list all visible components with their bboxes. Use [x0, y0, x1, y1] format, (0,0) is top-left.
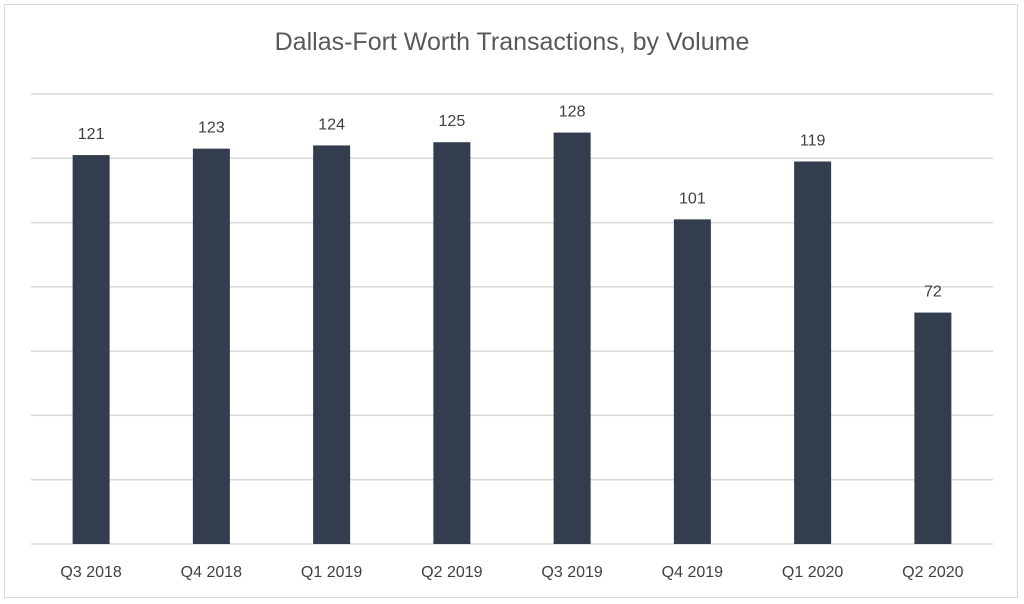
data-label: 119 — [800, 133, 826, 150]
x-tick-label: Q2 2020 — [902, 564, 963, 581]
data-labels: 121 123 124 125 128 101 119 72 — [78, 104, 942, 301]
data-label: 121 — [78, 126, 105, 143]
data-label: 124 — [318, 116, 345, 133]
bar — [72, 155, 110, 545]
bar — [313, 145, 351, 544]
x-tick-label: Q1 2019 — [301, 564, 362, 581]
data-label: 125 — [439, 113, 466, 130]
data-label: 123 — [198, 120, 225, 137]
x-tick-label: Q3 2019 — [541, 564, 602, 581]
x-tick-label: Q3 2018 — [60, 564, 121, 581]
bar — [794, 161, 832, 544]
x-tick-label: Q4 2019 — [662, 564, 723, 581]
chart-title: Dallas-Fort Worth Transactions, by Volum… — [274, 28, 750, 56]
x-tick-label: Q1 2020 — [782, 564, 843, 581]
chart-frame — [4, 4, 1018, 598]
bar — [192, 148, 230, 544]
data-label: 128 — [559, 104, 586, 121]
x-tick-label: Q4 2018 — [181, 564, 242, 581]
bar — [553, 132, 591, 545]
bar — [673, 219, 711, 544]
bar — [433, 142, 471, 544]
x-tick-labels: Q3 2018 Q4 2018 Q1 2019 Q2 2019 Q3 2019 Q4 20… — [60, 564, 963, 581]
x-tick-label: Q2 2019 — [421, 564, 482, 581]
bars — [72, 132, 952, 545]
data-label: 101 — [679, 190, 706, 207]
bar — [914, 312, 952, 544]
gridlines — [31, 93, 993, 481]
data-label: 72 — [924, 284, 942, 301]
